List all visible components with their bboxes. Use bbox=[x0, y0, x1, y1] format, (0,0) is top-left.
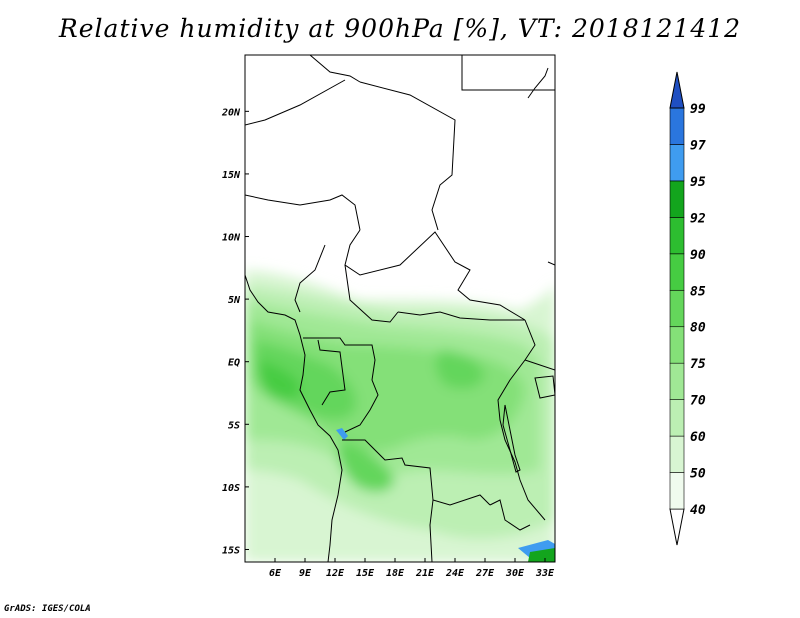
colorbar-level-label: 99 bbox=[690, 102, 706, 117]
y-tick-label: EQ bbox=[228, 358, 240, 369]
x-tick-label: 33E bbox=[535, 568, 555, 579]
colorbar-level-label: 90 bbox=[690, 248, 706, 263]
colorbar-level-label: 97 bbox=[690, 138, 706, 153]
x-tick-label: 9E bbox=[299, 568, 312, 579]
colorbar-swatch bbox=[669, 362, 685, 400]
humidity-area-80-b bbox=[338, 440, 395, 492]
country-borders bbox=[245, 55, 555, 562]
grads-credit: GrADS: IGES/COLA bbox=[4, 604, 91, 614]
border-car-drc bbox=[397, 311, 525, 321]
humidity-area-80-c bbox=[435, 350, 485, 389]
y-tick-label: 20N bbox=[221, 107, 241, 118]
colorbar-swatch bbox=[669, 326, 685, 364]
lake-tanganyika bbox=[502, 404, 521, 473]
border-chad-sudan bbox=[461, 55, 555, 91]
colorbar-swatch bbox=[669, 435, 685, 473]
colorbar-swatch bbox=[669, 253, 685, 291]
x-tick-label: 12E bbox=[326, 568, 345, 579]
humidity-area-75 bbox=[250, 320, 525, 451]
border-cameroon-car bbox=[344, 264, 399, 323]
border-niger-mali bbox=[245, 79, 346, 126]
colorbar-lower-extension bbox=[669, 508, 685, 546]
colorbar-level-label: 75 bbox=[690, 357, 706, 372]
colorbar-legend: 40 50 60 70 75 80 85 90 92 95 97 99 bbox=[669, 71, 706, 546]
x-tick-label: 30E bbox=[505, 568, 525, 579]
border-drc-zambia bbox=[489, 499, 531, 531]
colorbar-level-label: 92 bbox=[690, 211, 706, 226]
border-libya-chad-niger bbox=[359, 81, 456, 231]
colorbar-swatch bbox=[669, 217, 685, 255]
humidity-field bbox=[245, 270, 555, 562]
border-sudan-east bbox=[547, 261, 555, 266]
colorbar-swatch bbox=[669, 144, 685, 182]
x-tick-label: 24E bbox=[445, 568, 465, 579]
colorbar-upper-extension bbox=[669, 71, 685, 109]
y-tick-label: 10N bbox=[222, 233, 241, 244]
border-east bbox=[497, 319, 546, 521]
x-tick-label: 15E bbox=[356, 568, 375, 579]
colorbar-swatch bbox=[669, 472, 685, 510]
humidity-area-97 bbox=[336, 428, 348, 440]
colorbar-level-label: 95 bbox=[690, 175, 706, 190]
border-niger-nigeria bbox=[245, 194, 361, 231]
colorbar-swatch bbox=[669, 289, 685, 328]
border-angola-zambia bbox=[429, 499, 434, 562]
longitude-axis: 6E 9E 12E 15E 18E 21E 24E 27E 30E 33E bbox=[269, 558, 555, 579]
y-tick-label: 5N bbox=[228, 295, 241, 306]
x-tick-label: 27E bbox=[475, 568, 495, 579]
humidity-area-80 bbox=[255, 340, 357, 420]
x-tick-label: 21E bbox=[415, 568, 435, 579]
border-drc-angola bbox=[342, 439, 491, 506]
y-tick-label: 15S bbox=[222, 545, 240, 556]
humidity-area-85 bbox=[257, 360, 301, 400]
colorbar-level-label: 40 bbox=[690, 503, 706, 518]
x-tick-label: 6E bbox=[269, 568, 282, 579]
humidity-area-92 bbox=[528, 548, 555, 562]
colorbar-swatch bbox=[669, 399, 685, 437]
colorbar-level-label: 60 bbox=[690, 430, 706, 445]
map-title: Relative humidity at 900hPa [%], VT: 201… bbox=[58, 14, 742, 43]
lake-victoria bbox=[534, 375, 555, 399]
map-frame bbox=[244, 54, 556, 563]
x-tick-label: 18E bbox=[386, 568, 405, 579]
y-tick-label: 5S bbox=[228, 420, 240, 431]
border-congo bbox=[303, 337, 379, 433]
humidity-highlights bbox=[336, 428, 555, 562]
coastline bbox=[245, 274, 343, 562]
y-tick-label: 10S bbox=[222, 483, 240, 494]
border-tanzania bbox=[524, 359, 555, 371]
border-chad-car bbox=[344, 229, 526, 321]
colorbar-swatch bbox=[669, 107, 685, 145]
border-gabon bbox=[317, 339, 346, 406]
colorbar-level-label: 80 bbox=[690, 321, 706, 336]
colorbar-level-label: 50 bbox=[690, 467, 706, 482]
y-tick-label: 15N bbox=[222, 170, 241, 181]
colorbar-level-label: 70 bbox=[690, 394, 706, 409]
red-sea-coast bbox=[527, 67, 549, 99]
border-algeria-libya bbox=[309, 55, 361, 83]
colorbar-swatch bbox=[669, 180, 685, 218]
latitude-axis: 20N 15N 10N 5N EQ 5S 10S 15S bbox=[221, 107, 249, 556]
border-nigeria-cameroon bbox=[294, 244, 326, 313]
colorbar-level-label: 85 bbox=[690, 284, 706, 299]
